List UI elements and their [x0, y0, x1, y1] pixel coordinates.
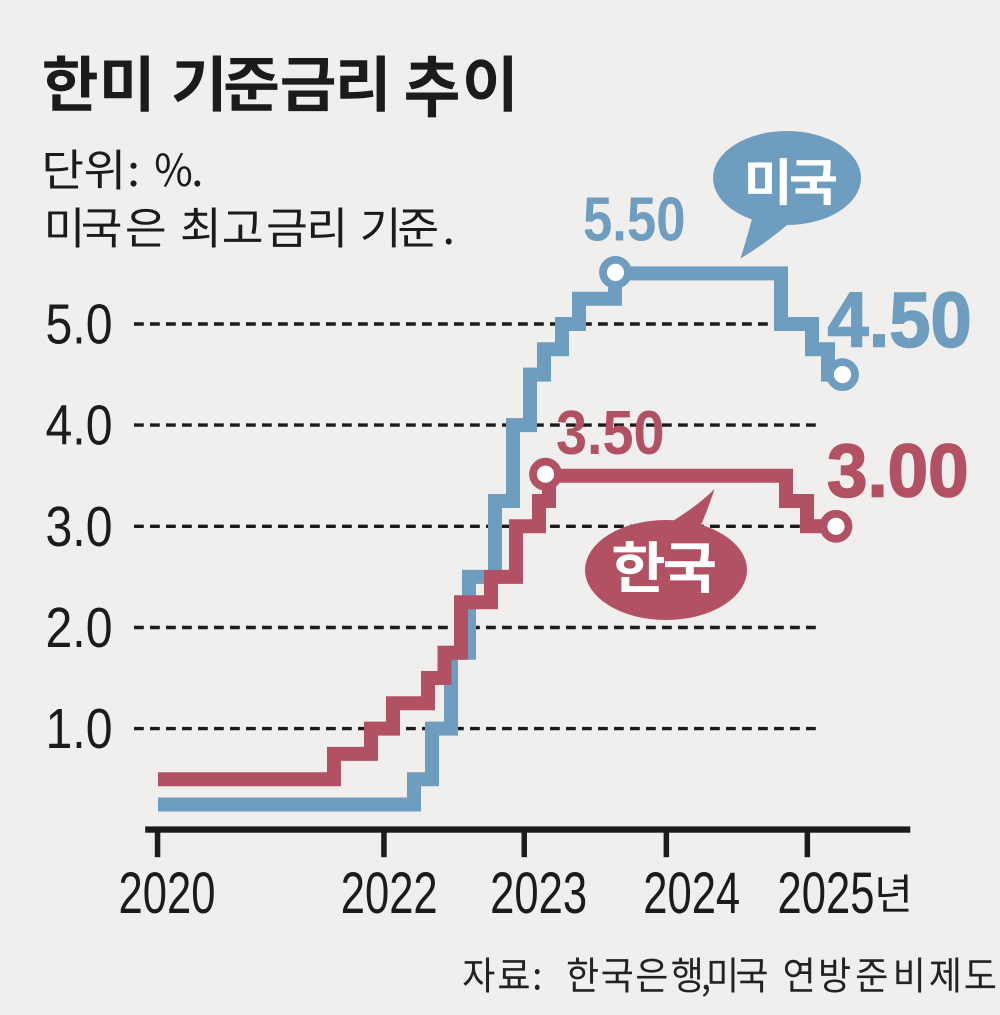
svg-text:2020: 2020: [119, 861, 216, 925]
svg-text:2024: 2024: [643, 861, 740, 925]
svg-text:5.50: 5.50: [583, 185, 686, 254]
svg-text:4.50: 4.50: [828, 277, 972, 364]
svg-text:3.00: 3.00: [827, 428, 969, 512]
svg-text:2022: 2022: [341, 861, 438, 925]
svg-text:2.0: 2.0: [46, 596, 113, 660]
svg-text:5.0: 5.0: [46, 293, 113, 357]
svg-text:2023: 2023: [490, 861, 587, 925]
svg-text:1.0: 1.0: [46, 697, 113, 761]
svg-text:3.0: 3.0: [46, 495, 113, 559]
svg-text:4.0: 4.0: [46, 394, 113, 458]
svg-text:2025: 2025: [778, 861, 875, 925]
svg-text:3.50: 3.50: [556, 400, 665, 468]
